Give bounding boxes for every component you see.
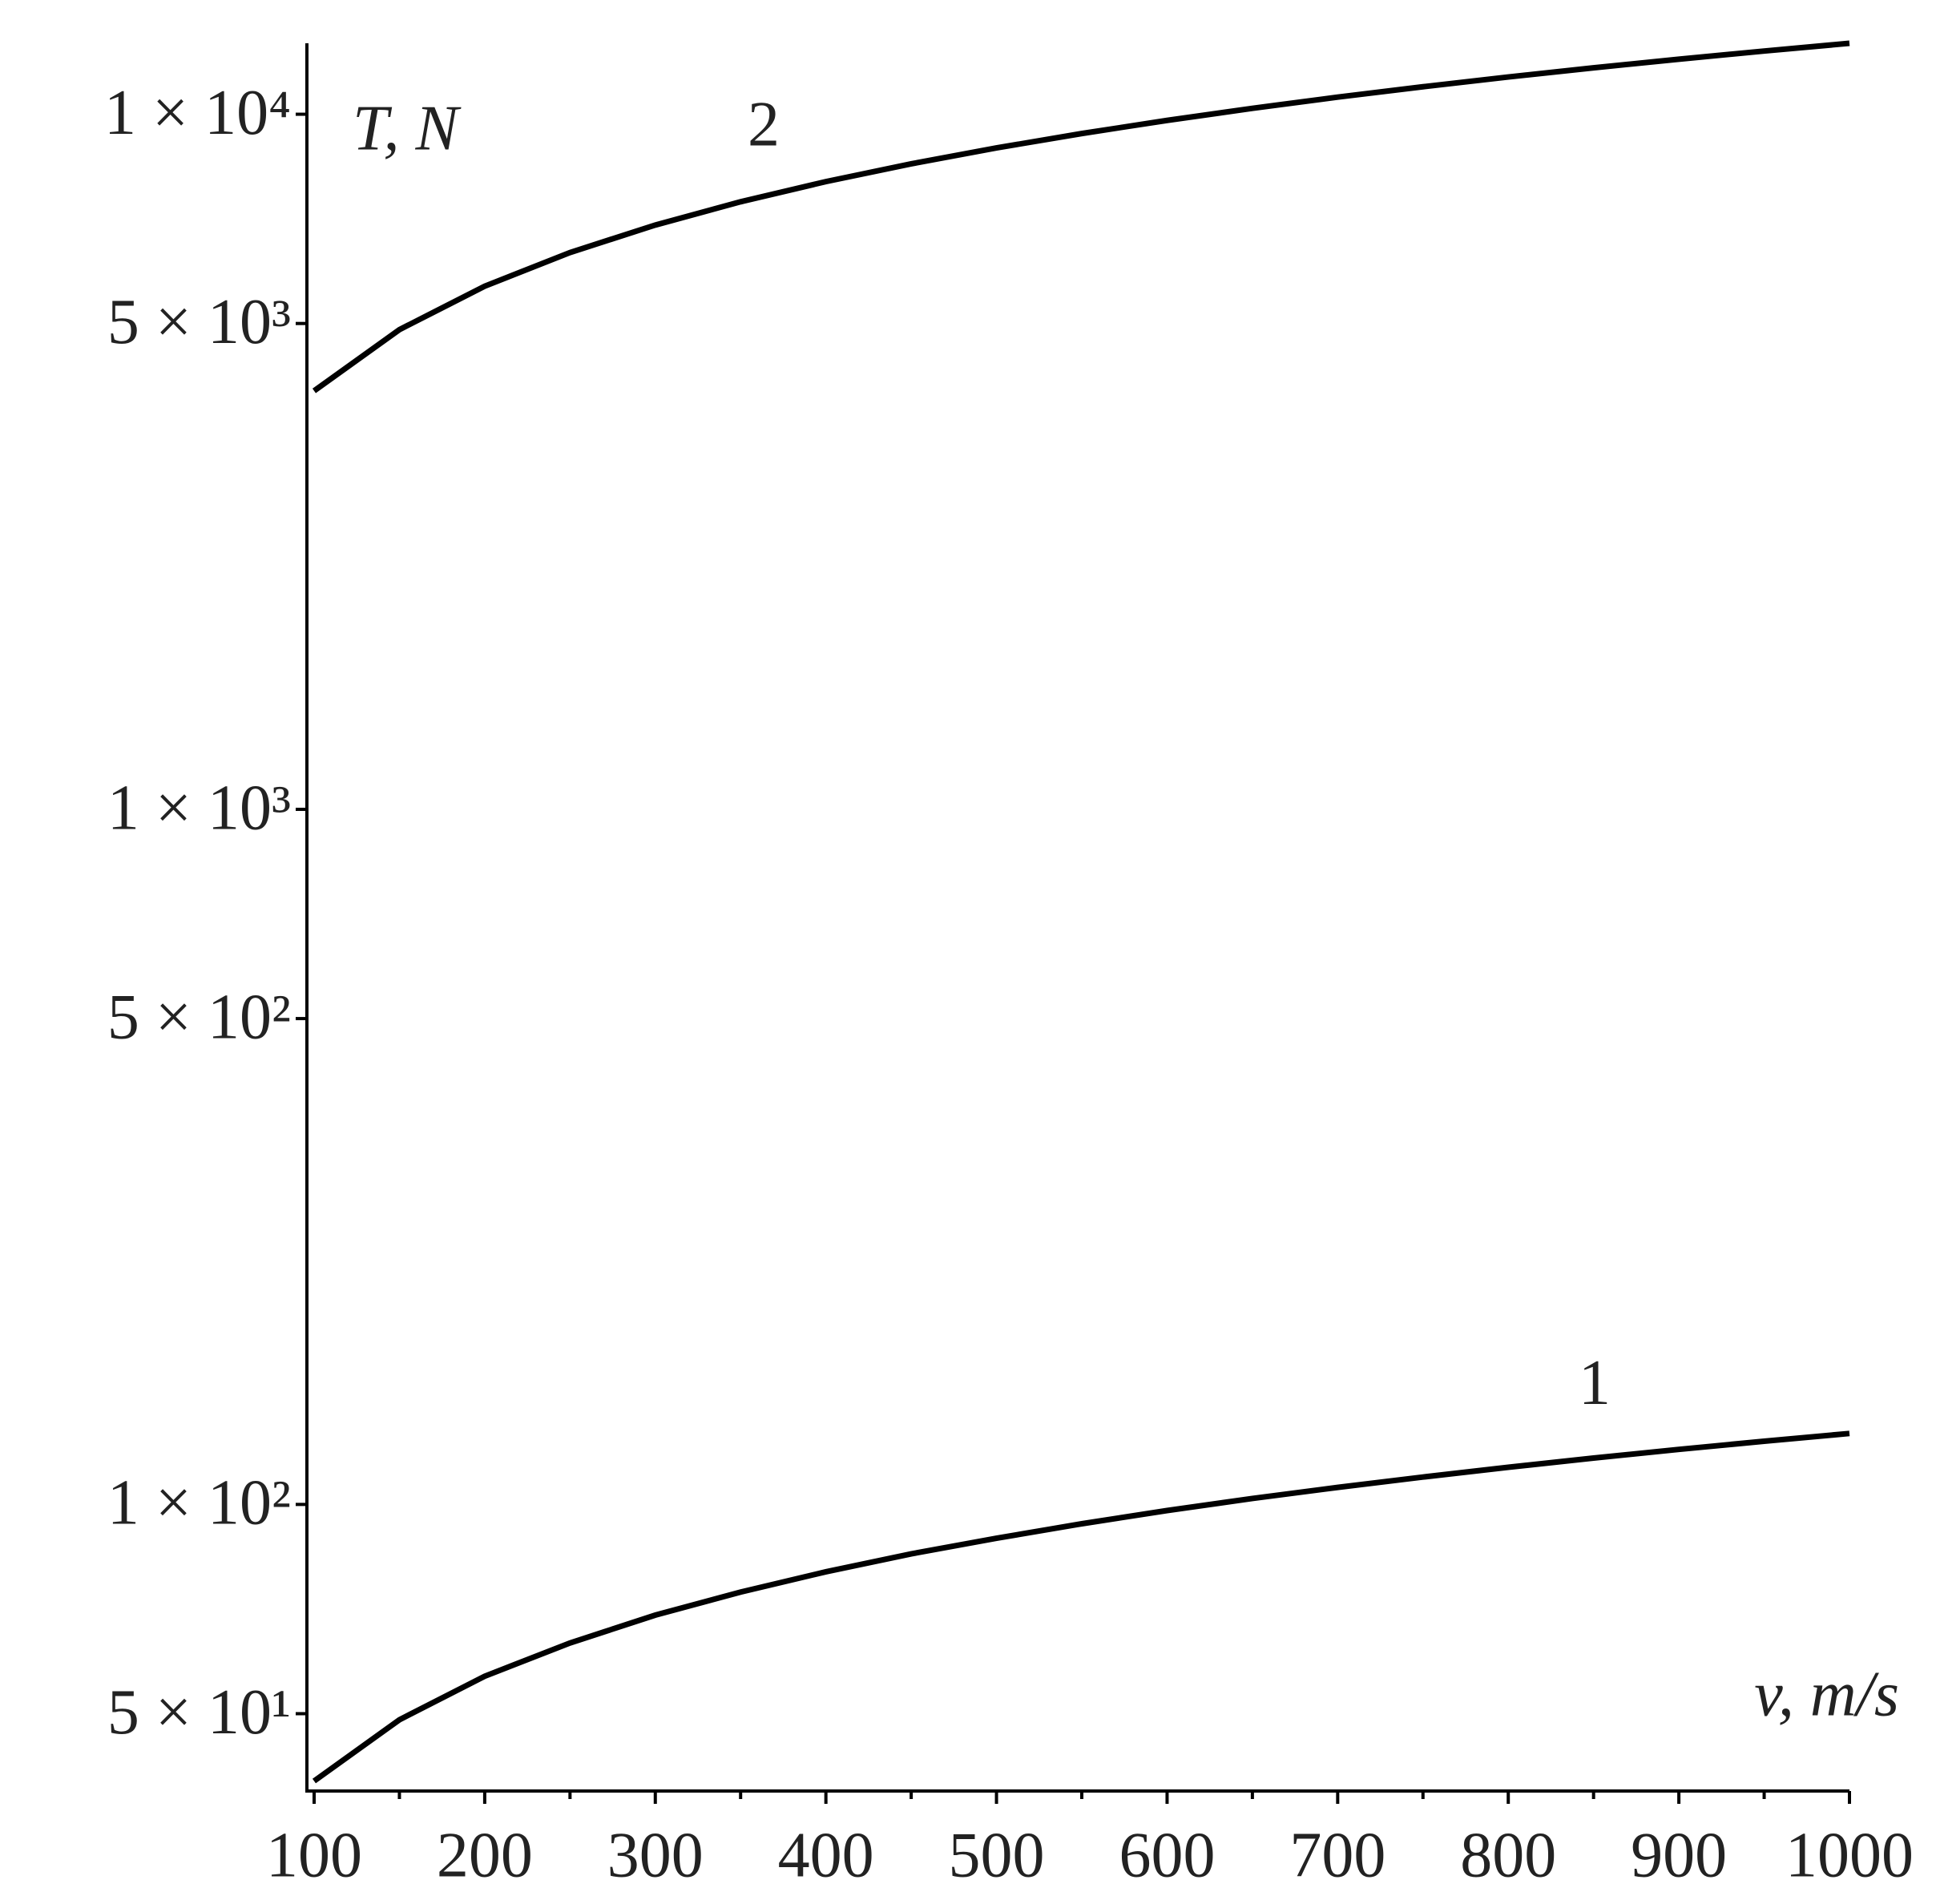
y-axis-label: T, N [353,93,462,163]
series-label: 1 [1579,1348,1611,1418]
x-tick-label: 500 [949,1820,1045,1890]
x-tick-label: 400 [778,1820,874,1890]
y-tick-label: 5 × 10² [107,982,291,1052]
y-tick-label: 1 × 10² [107,1468,291,1539]
x-tick-label: 100 [266,1820,362,1890]
x-tick-label: 900 [1631,1820,1727,1890]
y-tick-label: 1 × 10⁴ [104,78,291,148]
series-label: 2 [748,89,780,159]
line [312,40,1850,393]
x-tick-label: 800 [1460,1820,1556,1890]
x-tick-label: 600 [1119,1820,1215,1890]
y-tick-label: 5 × 10¹ [107,1677,291,1748]
y-tick-label: 5 × 10³ [107,287,291,357]
x-tick-label: 300 [607,1820,704,1890]
x-tick-label: 1000 [1785,1820,1914,1890]
y-tick-label: 1 × 10³ [107,772,291,843]
x-tick-label: 200 [437,1820,533,1890]
line [312,1430,1850,1784]
x-axis-label: v, m/s [1754,1659,1899,1729]
x-tick-label: 700 [1289,1820,1385,1890]
